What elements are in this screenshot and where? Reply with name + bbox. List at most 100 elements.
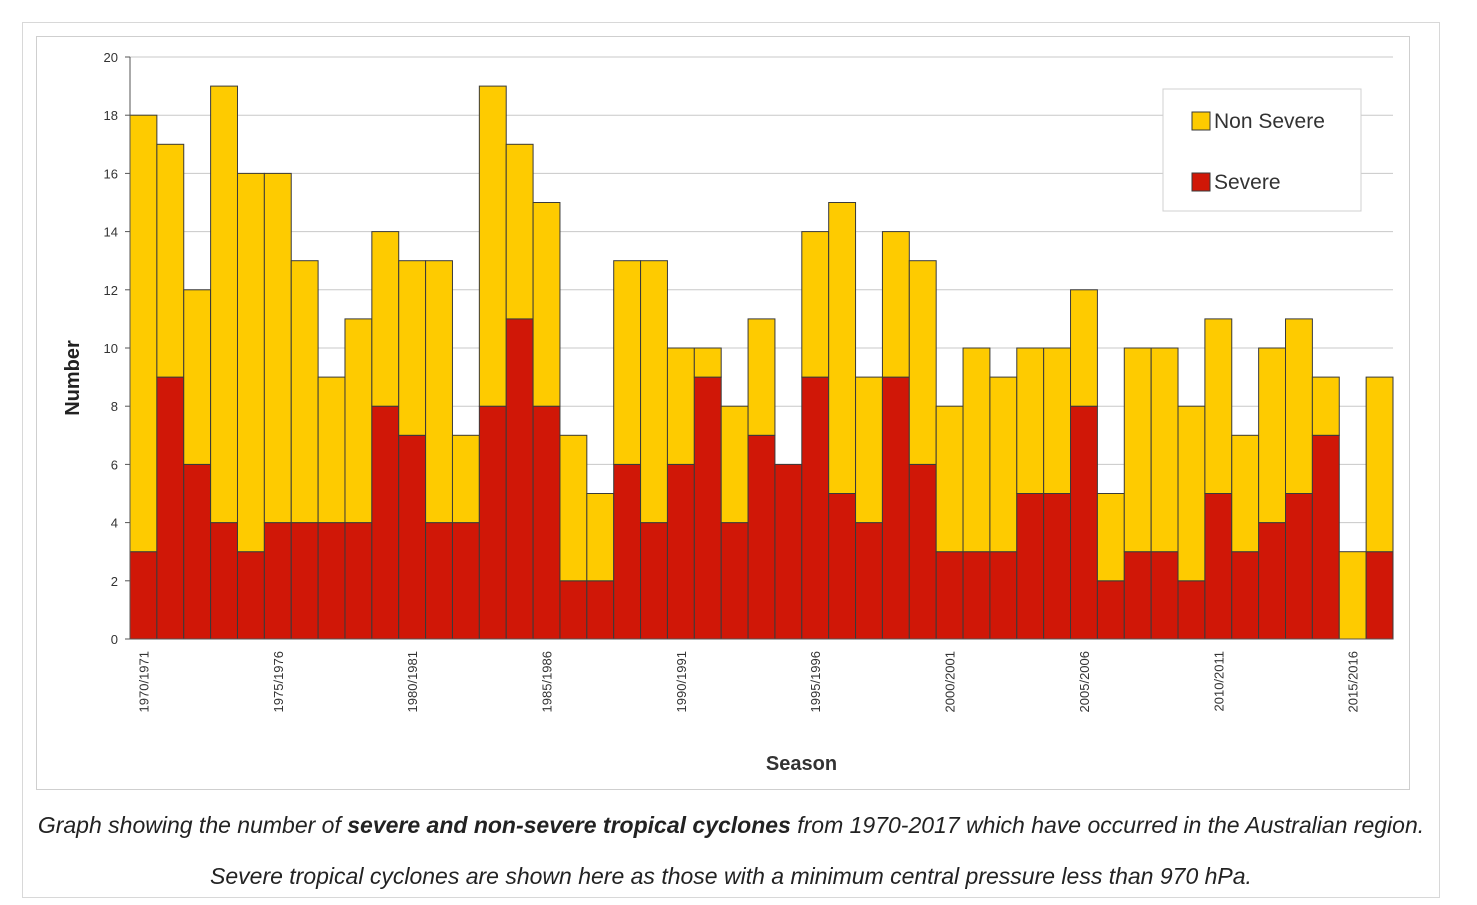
x-tick-label: 1975/1976	[271, 651, 286, 712]
bar-non-severe	[747, 318, 776, 436]
x-axis-title: Season	[766, 753, 837, 775]
bar-non-severe	[1043, 347, 1072, 494]
bar-non-severe	[613, 260, 642, 465]
bar-non-severe	[183, 289, 212, 465]
y-tick-label: 4	[111, 516, 118, 531]
bar-severe	[371, 405, 400, 640]
bar-severe	[720, 522, 749, 640]
bar-non-severe	[962, 347, 991, 553]
bar-non-severe	[236, 172, 265, 553]
y-tick-label: 6	[111, 457, 118, 472]
bar-severe	[640, 522, 668, 640]
bar-non-severe	[1150, 347, 1179, 553]
bar-severe	[881, 376, 910, 640]
bar-non-severe	[210, 85, 238, 524]
y-tick-label: 16	[104, 166, 118, 181]
bar-non-severe	[640, 260, 668, 524]
bar-severe	[908, 463, 937, 640]
bar-non-severe	[1096, 493, 1125, 582]
bar-non-severe	[532, 202, 561, 407]
bar-severe	[613, 463, 642, 640]
bar-severe	[1204, 493, 1233, 640]
bar-severe	[855, 522, 883, 640]
bar-severe	[532, 405, 561, 640]
y-tick-label: 2	[111, 574, 118, 589]
bar-severe	[693, 376, 722, 640]
bar-severe	[1123, 551, 1152, 640]
x-tick-label: 2015/2016	[1346, 651, 1361, 712]
bar-non-severe	[1204, 318, 1233, 494]
bar-non-severe	[156, 143, 185, 378]
bar-severe	[210, 522, 238, 640]
bar-non-severe	[693, 347, 722, 378]
bar-severe	[828, 493, 857, 640]
bar-non-severe	[989, 376, 1018, 553]
bar-severe	[263, 522, 292, 640]
bar-severe	[774, 463, 803, 640]
bar-severe	[183, 463, 212, 640]
bar-non-severe	[1070, 289, 1098, 407]
bar-severe	[1365, 551, 1394, 640]
bar-non-severe	[666, 347, 695, 465]
bar-severe	[156, 376, 185, 640]
bar-severe	[478, 405, 507, 640]
bar-severe	[1258, 522, 1287, 640]
bar-severe	[236, 551, 265, 640]
x-tick-label: 1995/1996	[808, 651, 823, 712]
y-tick-label: 20	[104, 50, 118, 65]
legend-label: Severe	[1214, 171, 1281, 194]
bar-severe	[1070, 405, 1098, 640]
bar-non-severe	[505, 143, 534, 320]
y-tick-label: 18	[104, 108, 118, 123]
caption-text-start: Graph showing the number of	[37, 812, 348, 838]
bar-non-severe	[855, 376, 883, 524]
bar-severe	[1150, 551, 1179, 640]
bar-non-severe	[263, 172, 292, 524]
bar-non-severe	[129, 114, 158, 553]
x-tick-label: 2005/2006	[1077, 651, 1092, 712]
bar-severe	[962, 551, 991, 640]
bar-severe	[559, 580, 588, 640]
legend-swatch	[1191, 172, 1211, 192]
stacked-bar-chart: 0 2 4 6 8 10 12 14 16 18 20 1970/1971 1975/1976 1980/…	[62, 50, 1394, 775]
bar-severe	[317, 522, 346, 640]
y-tick-label: 14	[104, 225, 118, 240]
x-tick-label: 1980/1981	[405, 651, 420, 712]
chart-container: 0 2 4 6 8 10 12 14 16 18 20 1970/1971 1975/1976 1980/…	[36, 36, 1410, 790]
bar-severe	[344, 522, 373, 640]
bar-severe	[1285, 493, 1313, 640]
bar-non-severe	[1177, 405, 1206, 582]
bar-severe	[666, 463, 695, 640]
y-tick-label: 10	[104, 341, 118, 356]
bar-non-severe	[586, 493, 615, 582]
bar-non-severe	[801, 231, 830, 378]
bar-non-severe	[908, 260, 937, 465]
bar-severe	[1311, 434, 1340, 640]
bar-severe	[290, 522, 319, 640]
x-tick-label: 1985/1986	[540, 651, 555, 712]
bar-non-severe	[720, 405, 749, 524]
bar-severe	[1096, 580, 1125, 640]
bar-non-severe	[1123, 347, 1152, 553]
bar-non-severe	[828, 202, 857, 494]
caption-bold-text: severe and non-severe tropical cyclones	[347, 812, 791, 838]
bar-non-severe	[317, 376, 346, 524]
bar-non-severe	[1365, 376, 1394, 553]
bar-non-severe	[425, 260, 453, 524]
legend-label: Non Severe	[1214, 110, 1325, 133]
bar-severe	[505, 318, 534, 640]
bar-severe	[747, 434, 776, 640]
bar-non-severe	[371, 231, 400, 407]
bar-non-severe	[1338, 551, 1367, 640]
bar-severe	[989, 551, 1018, 640]
bar-severe	[129, 551, 158, 640]
x-tick-label: 2010/2011	[1211, 651, 1226, 712]
y-tick-label: 0	[111, 632, 118, 647]
bar-non-severe	[451, 434, 480, 524]
bar-severe	[451, 522, 480, 640]
bar-severe	[586, 580, 615, 640]
bar-non-severe	[1231, 434, 1260, 553]
bar-severe	[398, 434, 427, 640]
bar-non-severe	[1016, 347, 1045, 494]
figure-caption: Graph showing the number of severe and n…	[22, 800, 1440, 902]
